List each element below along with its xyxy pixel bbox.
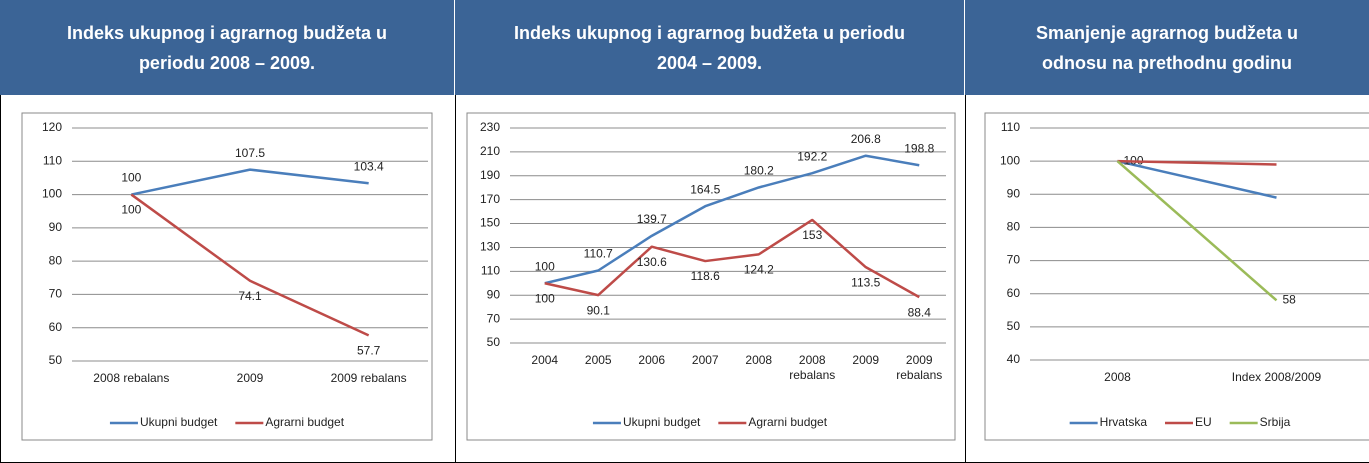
y-tick-label: 60 xyxy=(49,320,63,334)
y-tick-label: 50 xyxy=(1007,319,1021,333)
x-tick-label: 2009 rebalans xyxy=(896,353,942,382)
data-label: 198.8 xyxy=(904,141,934,155)
series-line xyxy=(1116,160,1278,302)
data-label: 100 xyxy=(121,171,141,185)
x-tick-label-line: rebalans xyxy=(789,368,835,382)
y-tick-label: 130 xyxy=(480,240,500,254)
y-tick-label: 110 xyxy=(481,264,500,278)
header-cell: Indeks ukupnog i agrarnog budžeta u peri… xyxy=(455,0,965,95)
x-tick-label: 2008 xyxy=(745,353,772,367)
legend-label: Ukupni budget xyxy=(140,415,218,429)
y-tick-label: 190 xyxy=(480,168,500,182)
data-label: 110.7 xyxy=(584,247,613,261)
legend-label: EU xyxy=(1195,415,1212,429)
data-label: 58 xyxy=(1283,293,1297,307)
y-tick-label: 230 xyxy=(480,120,500,134)
legend-label: Agrarni budget xyxy=(265,415,344,429)
y-tick-label: 100 xyxy=(42,187,62,201)
x-tick-label: 2008 xyxy=(1104,370,1131,384)
y-tick-label: 70 xyxy=(487,311,501,325)
series-line xyxy=(1117,159,1277,166)
x-tick-label: 2006 xyxy=(638,353,665,367)
y-tick-label: 210 xyxy=(480,144,500,158)
data-label: 113.5 xyxy=(851,275,880,289)
data-label: 130.6 xyxy=(637,255,667,269)
legend: Ukupni budget Agrarni budget xyxy=(592,415,828,429)
legend-label: Hrvatska xyxy=(1100,415,1148,429)
data-label: 206.8 xyxy=(851,132,881,146)
x-tick-label: 2005 xyxy=(585,353,612,367)
series-line xyxy=(1117,159,1277,199)
x-tick-label: Index 2008/2009 xyxy=(1232,370,1322,384)
y-tick-label: 90 xyxy=(49,220,63,234)
x-tick-label: 2008 rebalans xyxy=(93,371,169,385)
y-tick-label: 80 xyxy=(49,253,63,267)
series-line xyxy=(130,193,370,337)
chart-area xyxy=(21,112,433,441)
x-tick-label: 2009 xyxy=(852,353,879,367)
y-tick-label: 60 xyxy=(1007,286,1021,300)
y-tick-label: 90 xyxy=(1007,186,1021,200)
x-tick-label: 2008 rebalans xyxy=(789,353,835,382)
header-cell: Smanjenje agrarnog budžeta u odnosu na p… xyxy=(965,0,1369,95)
x-tick-label-line: 2009 xyxy=(906,353,933,367)
y-tick-label: 100 xyxy=(1000,153,1020,167)
data-label: 180.2 xyxy=(744,164,774,178)
data-label: 100 xyxy=(535,259,555,273)
y-tick-label: 50 xyxy=(49,353,63,367)
series-line xyxy=(131,168,369,196)
data-label: 57.7 xyxy=(357,344,381,358)
legend: Ukupni budget Agrarni budget xyxy=(109,415,345,429)
legend: Hrvatska EU Srbija xyxy=(1069,415,1291,429)
data-label: 74.1 xyxy=(238,289,262,303)
y-tick-label: 70 xyxy=(1007,253,1021,267)
data-label: 103.4 xyxy=(354,159,384,173)
y-tick-label: 40 xyxy=(1007,352,1021,366)
legend-label: Srbija xyxy=(1260,415,1291,429)
data-label: 90.1 xyxy=(587,303,611,317)
x-tick-label: 2007 xyxy=(692,353,719,367)
y-tick-label: 120 xyxy=(42,120,62,134)
x-tick-label: 2004 xyxy=(531,353,558,367)
y-tick-label: 50 xyxy=(487,335,501,349)
data-label: 118.6 xyxy=(691,269,720,283)
data-label: 139.7 xyxy=(637,212,667,226)
x-tick-label-line: 2008 xyxy=(799,353,826,367)
data-label: 164.5 xyxy=(690,182,720,196)
legend-label: Ukupni budget xyxy=(623,415,701,429)
y-tick-label: 110 xyxy=(43,153,62,167)
chart-area xyxy=(984,112,1369,441)
data-label: 124.2 xyxy=(744,263,774,277)
y-tick-label: 90 xyxy=(487,287,501,301)
data-label: 100 xyxy=(121,203,141,217)
data-label: 107.5 xyxy=(235,146,265,160)
y-tick-label: 110 xyxy=(1001,120,1020,134)
data-label: 153 xyxy=(802,228,822,242)
series-line xyxy=(544,154,920,285)
x-tick-label: 2009 rebalans xyxy=(331,371,407,385)
y-tick-label: 170 xyxy=(480,192,500,206)
series-line xyxy=(544,218,920,299)
data-label: 192.2 xyxy=(797,149,827,163)
legend-label: Agrarni budget xyxy=(748,415,827,429)
data-label: 100 xyxy=(535,291,555,305)
x-tick-label-line: rebalans xyxy=(896,368,942,382)
x-tick-label: 2009 xyxy=(237,371,264,385)
y-tick-label: 70 xyxy=(49,287,63,301)
header-cell: Indeks ukupnog i agrarnog budžeta u peri… xyxy=(0,0,455,95)
y-tick-label: 150 xyxy=(480,216,500,230)
data-label: 88.4 xyxy=(908,305,932,319)
y-tick-label: 80 xyxy=(1007,220,1021,234)
chart-area xyxy=(466,112,956,441)
